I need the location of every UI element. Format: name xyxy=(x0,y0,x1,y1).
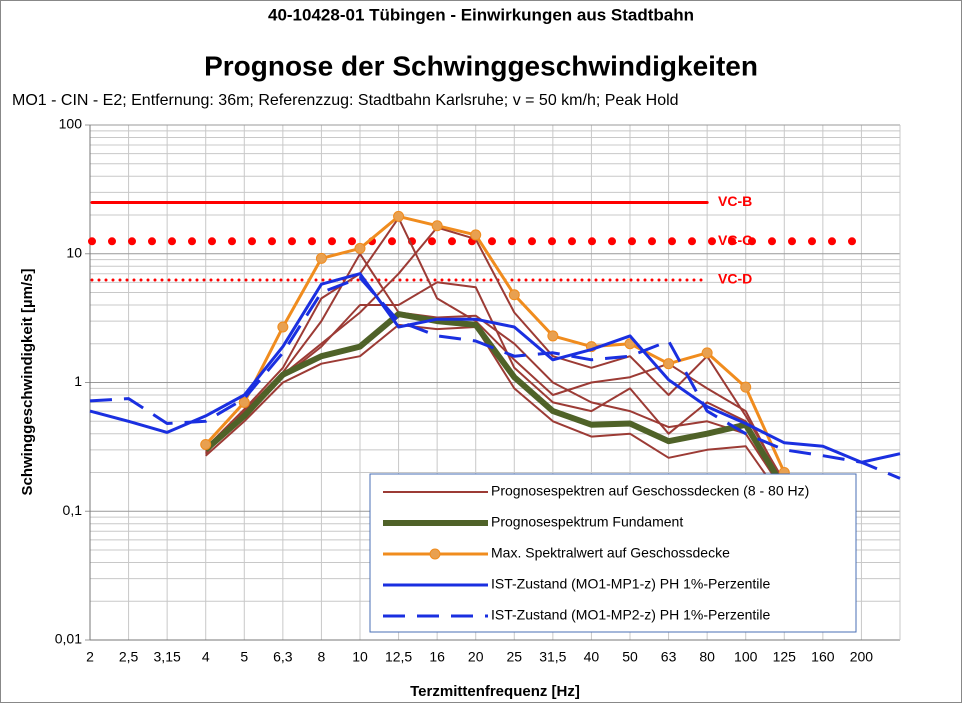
series-marker xyxy=(200,438,212,450)
x-tick-label: 80 xyxy=(699,649,715,665)
x-tick-label: 20 xyxy=(468,649,484,665)
legend-label: IST-Zustand (MO1-MP2-z) PH 1%-Perzentile xyxy=(491,607,771,623)
series-marker xyxy=(238,396,250,408)
series-marker xyxy=(393,210,405,222)
x-tick-label: 16 xyxy=(429,649,445,665)
legend-marker xyxy=(429,548,441,560)
series-marker xyxy=(354,242,366,254)
x-tick-label: 2 xyxy=(86,649,94,665)
x-tick-label: 50 xyxy=(622,649,638,665)
y-tick-label: 0,1 xyxy=(63,502,83,518)
x-tick-label: 6,3 xyxy=(273,649,293,665)
series-marker xyxy=(431,220,443,232)
reference-label: VC-C xyxy=(718,232,752,248)
series-line xyxy=(204,214,786,474)
legend-label: Max. Spektralwert auf Geschossdecke xyxy=(491,545,730,561)
series-marker xyxy=(470,229,482,241)
chart-title: 40-10428-01 Tübingen - Einwirkungen aus … xyxy=(268,5,694,24)
y-tick-label: 0,01 xyxy=(55,631,82,647)
chart-subtitle: Prognose der Schwinggeschwindigkeiten xyxy=(204,50,758,81)
x-tick-label: 40 xyxy=(584,649,600,665)
series-marker xyxy=(701,347,713,359)
x-tick-label: 4 xyxy=(202,649,210,665)
y-tick-label: 1 xyxy=(74,373,82,389)
x-tick-label: 125 xyxy=(773,649,797,665)
series-line xyxy=(204,252,786,493)
series-line xyxy=(205,281,786,490)
legend-label: Prognosespektrum Fundament xyxy=(491,514,683,530)
x-tick-label: 200 xyxy=(850,649,874,665)
series-line xyxy=(205,323,786,502)
series-marker xyxy=(740,381,752,393)
x-tick-label: 10 xyxy=(352,649,368,665)
x-tick-label: 160 xyxy=(811,649,835,665)
x-tick-label: 2,5 xyxy=(119,649,139,665)
x-tick-label: 63 xyxy=(661,649,677,665)
y-tick-label: 10 xyxy=(66,244,82,260)
x-tick-label: 5 xyxy=(240,649,248,665)
x-tick-label: 100 xyxy=(734,649,758,665)
x-tick-label: 3,15 xyxy=(154,649,181,665)
series-marker xyxy=(315,252,327,264)
reference-label: VC-B xyxy=(718,193,752,209)
y-tick-label: 100 xyxy=(59,116,83,132)
series-line xyxy=(203,311,787,491)
series-marker xyxy=(508,289,520,301)
x-tick-label: 12,5 xyxy=(385,649,412,665)
series-marker xyxy=(547,330,559,342)
x-tick-label: 31,5 xyxy=(539,649,566,665)
x-tick-label: 8 xyxy=(318,649,326,665)
series-line xyxy=(89,276,901,480)
y-axis-label: Schwinggeschwindigkeit [µm/s] xyxy=(19,268,36,495)
x-axis-label: Terzmittenfrequenz [Hz] xyxy=(410,683,580,700)
x-tick-label: 25 xyxy=(506,649,522,665)
legend-label: IST-Zustand (MO1-MP1-z) PH 1%-Perzentile xyxy=(491,576,771,592)
annotation: MO1 - CIN - E2; Entfernung: 36m; Referen… xyxy=(12,92,679,109)
series-marker xyxy=(277,321,289,333)
reference-label: VC-D xyxy=(718,271,752,287)
legend-label: Prognosespektren auf Geschossdecken (8 -… xyxy=(491,483,809,499)
series-line xyxy=(89,272,901,464)
series-marker xyxy=(663,358,675,370)
